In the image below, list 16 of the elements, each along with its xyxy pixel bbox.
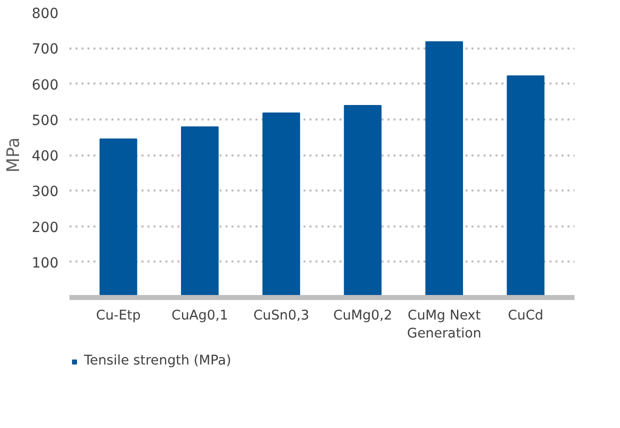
y-tick-label: 200 bbox=[32, 220, 59, 236]
x-tick-label: Cu-Etp bbox=[96, 308, 141, 324]
x-tick-label: CuMg0,2 bbox=[333, 308, 392, 324]
y-tick-label: 500 bbox=[32, 112, 59, 129]
x-tick-label: CuAg0,1 bbox=[172, 308, 228, 324]
y-tick-label: 600 bbox=[32, 77, 59, 94]
legend-label: Tensile strength (MPa) bbox=[84, 354, 232, 368]
y-tick-label: 300 bbox=[32, 184, 59, 200]
y-tick-label: 700 bbox=[32, 42, 59, 58]
y-tick-label: 400 bbox=[32, 148, 59, 164]
x-tick-label: CuSn0,3 bbox=[253, 308, 310, 324]
y-axis-title: MPa bbox=[4, 137, 24, 173]
x-tick-label: CuMg Next Generation bbox=[407, 308, 482, 342]
y-tick-label: 100 bbox=[32, 255, 59, 272]
x-tick-label: CuCd bbox=[508, 308, 544, 324]
y-tick-label: 800 bbox=[32, 6, 59, 22]
